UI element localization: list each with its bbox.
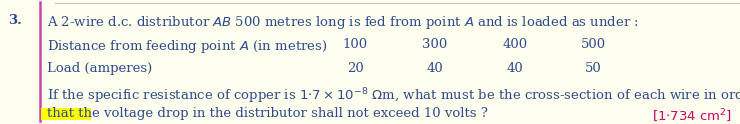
Text: 3.: 3. xyxy=(8,14,22,27)
Text: If the specific resistance of copper is $1{\cdot}7\times10^{-8}\ \Omega$m, what : If the specific resistance of copper is … xyxy=(47,86,740,106)
Text: 50: 50 xyxy=(585,62,602,75)
Text: A 2-wire d.c. distributor $\mathit{AB}$ 500 metres long is fed from point $\math: A 2-wire d.c. distributor $\mathit{AB}$ … xyxy=(47,14,639,31)
Text: 20: 20 xyxy=(346,62,363,75)
Text: 40: 40 xyxy=(507,62,523,75)
Text: Load (amperes): Load (amperes) xyxy=(47,62,152,75)
Text: 500: 500 xyxy=(580,38,605,51)
Bar xyxy=(41,108,91,120)
Text: 400: 400 xyxy=(502,38,528,51)
Text: 300: 300 xyxy=(423,38,448,51)
Text: 40: 40 xyxy=(427,62,443,75)
Text: $[1{\cdot}734\ \mathrm{cm}^2]$: $[1{\cdot}734\ \mathrm{cm}^2]$ xyxy=(652,107,732,124)
Text: Distance from feeding point $\mathit{A}$ (in metres): Distance from feeding point $\mathit{A}$… xyxy=(47,38,327,55)
Text: 100: 100 xyxy=(343,38,368,51)
Text: that the voltage drop in the distributor shall not exceed 10 volts ?: that the voltage drop in the distributor… xyxy=(47,107,488,120)
